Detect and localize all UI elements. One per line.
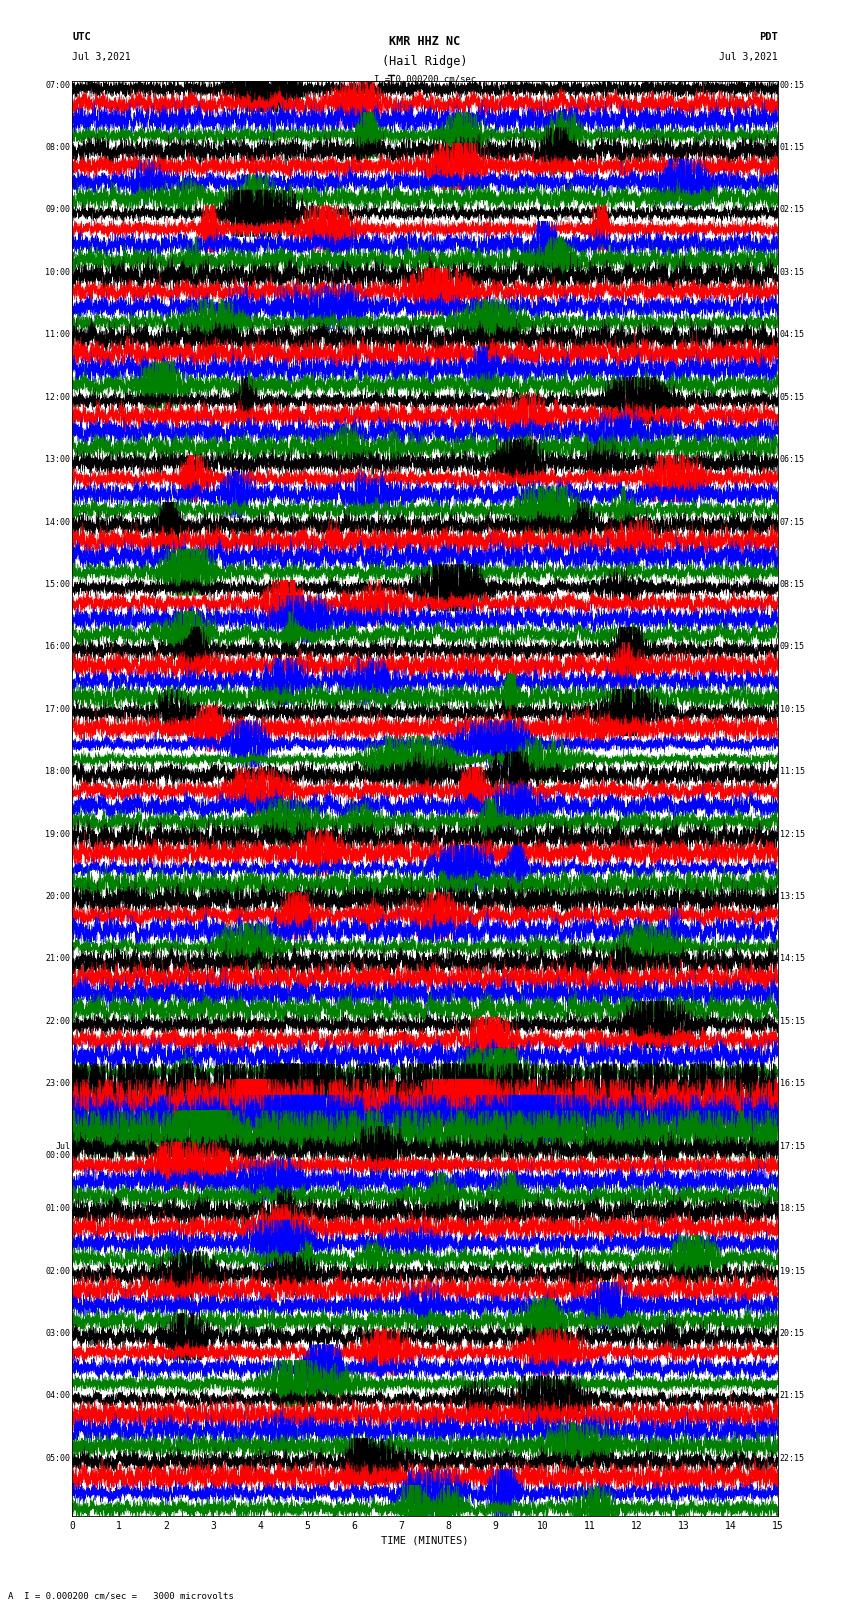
Text: 10:15: 10:15	[779, 705, 805, 715]
Text: 05:00: 05:00	[45, 1453, 71, 1463]
Text: UTC: UTC	[72, 32, 91, 42]
Text: KMR HHZ NC: KMR HHZ NC	[389, 35, 461, 48]
Text: 07:00: 07:00	[45, 81, 71, 90]
Text: 18:15: 18:15	[779, 1205, 805, 1213]
Text: I = 0.000200 cm/sec: I = 0.000200 cm/sec	[374, 74, 476, 84]
Text: 11:00: 11:00	[45, 331, 71, 339]
Text: 10:00: 10:00	[45, 268, 71, 277]
Text: Jul 3,2021: Jul 3,2021	[719, 52, 778, 61]
Text: A  I = 0.000200 cm/sec =   3000 microvolts: A I = 0.000200 cm/sec = 3000 microvolts	[8, 1590, 235, 1600]
Text: 14:15: 14:15	[779, 955, 805, 963]
Text: 15:15: 15:15	[779, 1016, 805, 1026]
Text: 17:15: 17:15	[779, 1142, 805, 1150]
Text: 22:15: 22:15	[779, 1453, 805, 1463]
Text: 02:15: 02:15	[779, 205, 805, 215]
Text: 20:00: 20:00	[45, 892, 71, 902]
Text: 16:15: 16:15	[779, 1079, 805, 1089]
X-axis label: TIME (MINUTES): TIME (MINUTES)	[382, 1536, 468, 1545]
Text: 17:00: 17:00	[45, 705, 71, 715]
Text: 04:15: 04:15	[779, 331, 805, 339]
Text: 19:15: 19:15	[779, 1266, 805, 1276]
Text: PDT: PDT	[759, 32, 778, 42]
Text: 01:00: 01:00	[45, 1205, 71, 1213]
Text: 12:15: 12:15	[779, 829, 805, 839]
Text: 18:00: 18:00	[45, 768, 71, 776]
Text: 08:15: 08:15	[779, 581, 805, 589]
Text: 09:15: 09:15	[779, 642, 805, 652]
Text: 07:15: 07:15	[779, 518, 805, 526]
Text: 16:00: 16:00	[45, 642, 71, 652]
Text: 22:00: 22:00	[45, 1016, 71, 1026]
Text: 02:00: 02:00	[45, 1266, 71, 1276]
Text: 03:15: 03:15	[779, 268, 805, 277]
Text: 11:15: 11:15	[779, 768, 805, 776]
Text: 13:00: 13:00	[45, 455, 71, 465]
Text: Jul 3,2021: Jul 3,2021	[72, 52, 131, 61]
Text: 14:00: 14:00	[45, 518, 71, 526]
Text: 08:00: 08:00	[45, 144, 71, 152]
Text: 12:00: 12:00	[45, 392, 71, 402]
Text: 05:15: 05:15	[779, 392, 805, 402]
Text: 06:15: 06:15	[779, 455, 805, 465]
Text: 21:15: 21:15	[779, 1392, 805, 1400]
Text: 20:15: 20:15	[779, 1329, 805, 1337]
Text: 01:15: 01:15	[779, 144, 805, 152]
Text: 00:15: 00:15	[779, 81, 805, 90]
Text: 04:00: 04:00	[45, 1392, 71, 1400]
Text: 19:00: 19:00	[45, 829, 71, 839]
Text: 15:00: 15:00	[45, 581, 71, 589]
Text: 21:00: 21:00	[45, 955, 71, 963]
Text: 09:00: 09:00	[45, 205, 71, 215]
Text: 23:00: 23:00	[45, 1079, 71, 1089]
Text: (Hail Ridge): (Hail Ridge)	[382, 55, 468, 68]
Text: 03:00: 03:00	[45, 1329, 71, 1337]
Text: 13:15: 13:15	[779, 892, 805, 902]
Text: Jul
00:00: Jul 00:00	[45, 1142, 71, 1160]
